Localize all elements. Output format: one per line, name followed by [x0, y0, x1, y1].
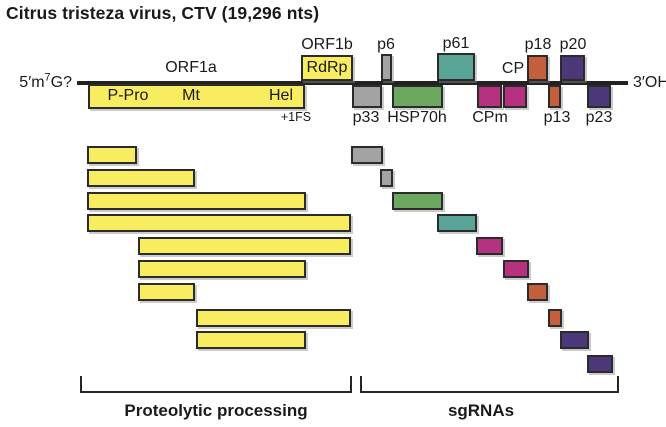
p61-box	[437, 53, 475, 81]
p-pro-label: P-Pro	[107, 87, 149, 104]
polyprotein-bar-2	[87, 169, 195, 187]
p6-sgrna-bar	[380, 169, 393, 187]
p13-label: p13	[543, 109, 571, 126]
superscript-7: 7	[44, 71, 51, 84]
p33-label: p33	[352, 109, 380, 126]
orf1a-label: ORF1a	[165, 59, 217, 76]
p20-label: p20	[559, 36, 587, 53]
p13-sgrna-bar	[548, 309, 562, 327]
hel-label: Hel	[268, 87, 294, 104]
polyprotein-bar-6	[138, 260, 306, 278]
cp-label: CP	[501, 60, 525, 77]
cpm-label: CPm	[472, 109, 508, 126]
hsp70h-sgrna-bar	[392, 192, 443, 210]
five-prime-cap-label: 5′m7G?	[19, 71, 72, 91]
orf1b-label: ORF1b	[301, 36, 353, 53]
cp-sgrna-bar	[503, 260, 529, 278]
mt-label: Mt	[182, 87, 200, 104]
sgrnas-label: sgRNAs	[447, 401, 515, 420]
three-prime-end-label: 3′OH	[633, 74, 666, 91]
cpm-box	[477, 85, 502, 108]
hsp70h-box	[392, 85, 443, 108]
proteolytic-processing-bracket	[80, 376, 352, 393]
frameshift-label: +1FS	[280, 110, 312, 124]
orf1b-rdrp-box: RdRp	[301, 55, 353, 81]
genome-axis-line	[77, 81, 628, 85]
polyprotein-bar-4	[87, 214, 351, 232]
sgrnas-bracket	[360, 376, 619, 393]
p13-box	[548, 85, 561, 108]
p18-box	[527, 55, 548, 81]
p18-sgrna-bar	[527, 283, 548, 301]
polyprotein-bar-9	[196, 331, 306, 349]
p23-label: p23	[585, 109, 613, 126]
cp-box	[503, 85, 527, 108]
p61-label: p61	[442, 35, 470, 52]
polyprotein-bar-5	[138, 237, 351, 255]
polyprotein-bar-7	[138, 283, 195, 301]
polyprotein-bar-8	[196, 309, 351, 327]
p6-label: p6	[377, 36, 395, 53]
p23-sgrna-bar	[587, 355, 613, 373]
p61-sgrna-bar	[437, 214, 477, 232]
cpm-sgrna-bar	[476, 237, 503, 255]
p20-box	[560, 55, 585, 81]
p18-label: p18	[524, 36, 552, 53]
p20-sgrna-bar	[560, 331, 589, 349]
orf1a-box	[88, 84, 305, 109]
figure-title: Citrus tristeza virus, CTV (19,296 nts)	[6, 3, 320, 23]
p23-box	[587, 85, 611, 108]
p33-box	[352, 85, 382, 108]
p33-sgrna-bar	[351, 146, 383, 164]
proteolytic-processing-label: Proteolytic processing	[124, 401, 308, 420]
p6-box	[381, 54, 392, 81]
hsp70h-label: HSP70h	[387, 109, 447, 126]
polyprotein-bar-1	[87, 146, 137, 164]
polyprotein-bar-3	[87, 192, 306, 210]
